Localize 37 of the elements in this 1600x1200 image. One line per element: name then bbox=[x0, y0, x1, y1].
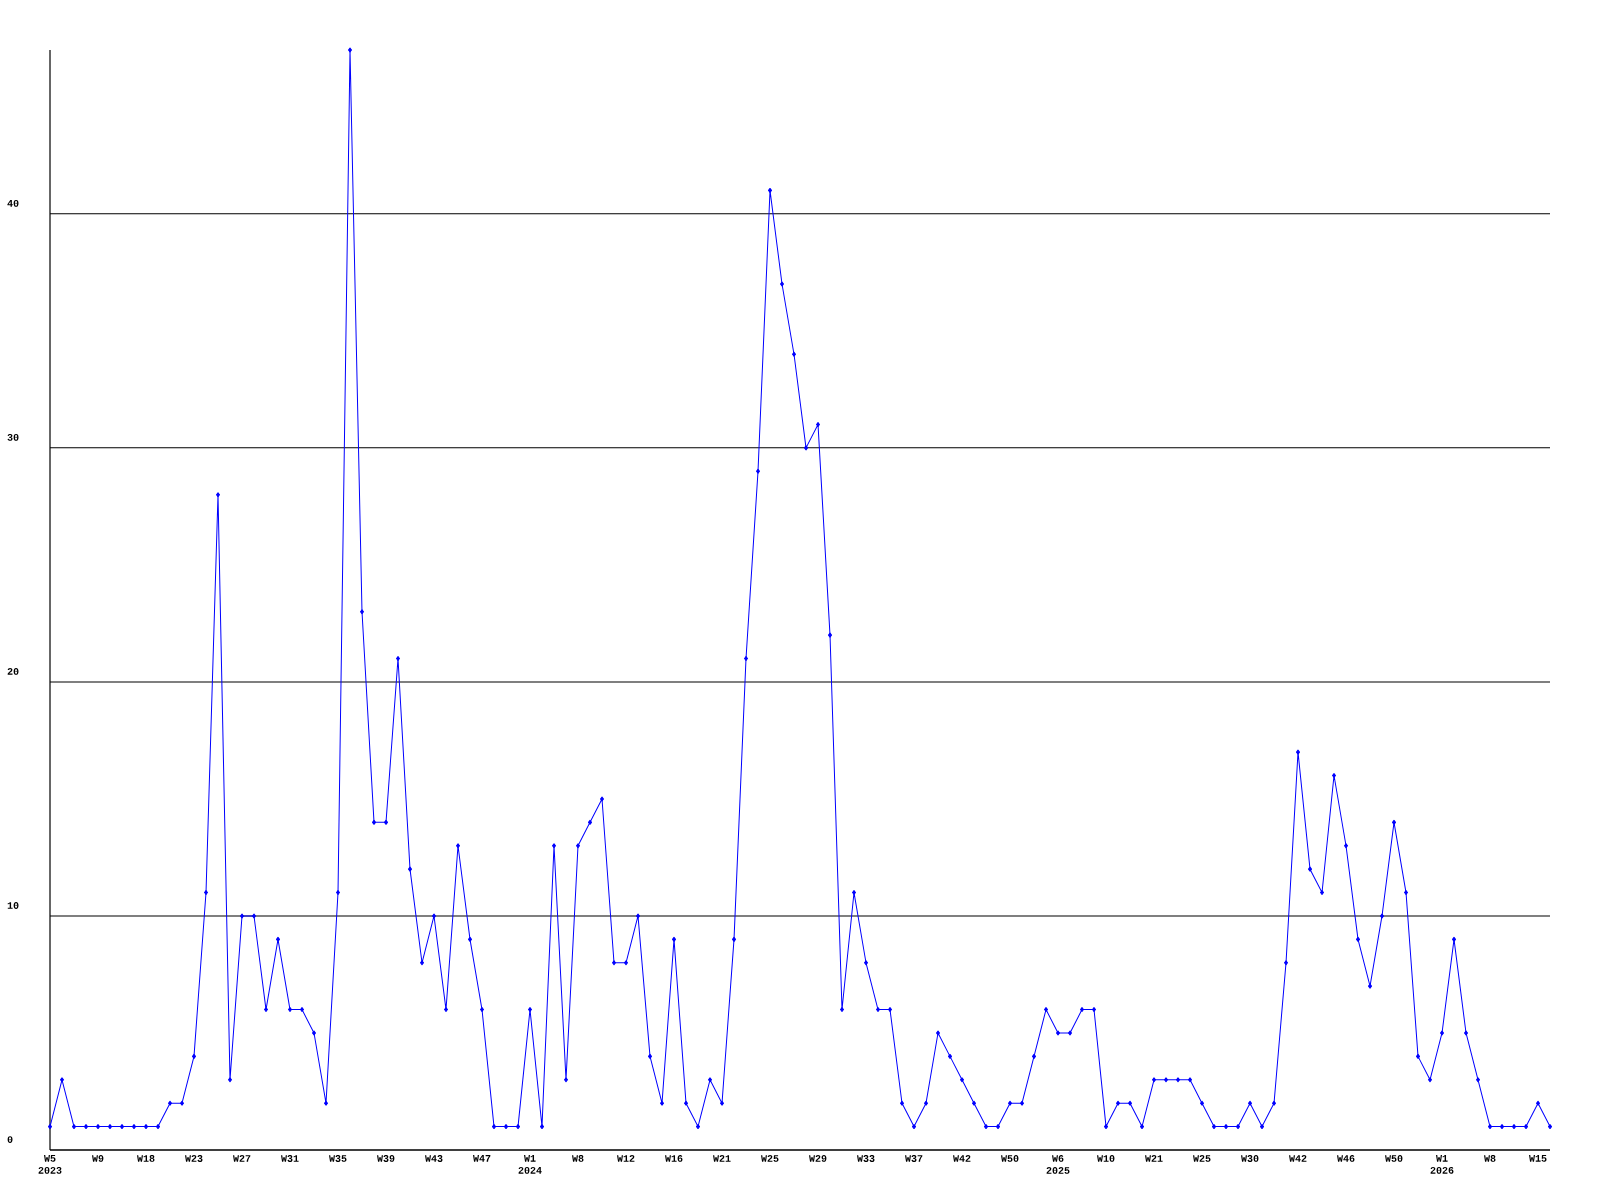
x-tick-label: W42 bbox=[1289, 1155, 1307, 1162]
x-tick-label: W25 bbox=[1193, 1155, 1211, 1162]
x-tick-label: W31 bbox=[281, 1155, 299, 1162]
x-tick-label: W23 bbox=[185, 1155, 203, 1162]
x-tick-label: W1 2024 bbox=[518, 1155, 542, 1174]
x-tick-label: W21 bbox=[713, 1155, 731, 1162]
x-tick-label: W8 bbox=[1484, 1155, 1496, 1162]
x-tick-label: W18 bbox=[137, 1155, 155, 1162]
x-tick-label: W43 bbox=[425, 1155, 443, 1162]
x-tick-label: W1 2026 bbox=[1430, 1155, 1454, 1174]
x-tick-label: W10 bbox=[1097, 1155, 1115, 1162]
x-tick-label: W21 bbox=[1145, 1155, 1163, 1162]
y-tick-label: 0 bbox=[7, 1136, 13, 1143]
x-tick-label: W33 bbox=[857, 1155, 875, 1162]
x-tick-label: W15 bbox=[1529, 1155, 1547, 1162]
x-tick-label: W47 bbox=[473, 1155, 491, 1162]
x-tick-label: W46 bbox=[1337, 1155, 1355, 1162]
y-tick-label: 10 bbox=[7, 902, 19, 909]
x-tick-label: W42 bbox=[953, 1155, 971, 1162]
x-tick-label: W6 2025 bbox=[1046, 1155, 1070, 1174]
x-tick-label: W5 2023 bbox=[38, 1155, 62, 1174]
x-tick-label: W25 bbox=[761, 1155, 779, 1162]
x-tick-label: W50 bbox=[1385, 1155, 1403, 1162]
x-tick-label: W39 bbox=[377, 1155, 395, 1162]
y-tick-label: 40 bbox=[7, 199, 19, 207]
x-tick-label: W37 bbox=[905, 1155, 923, 1162]
x-tick-label: W9 bbox=[92, 1155, 104, 1162]
x-tick-label: W30 bbox=[1241, 1155, 1259, 1162]
x-tick-label: W12 bbox=[617, 1155, 635, 1162]
x-tick-label: W27 bbox=[233, 1155, 251, 1162]
x-tick-label: W50 bbox=[1001, 1155, 1019, 1162]
y-tick-label: 30 bbox=[7, 434, 19, 441]
x-tick-label: W29 bbox=[809, 1155, 827, 1162]
x-tick-label: W35 bbox=[329, 1155, 347, 1162]
x-tick-label: W8 bbox=[572, 1155, 584, 1162]
x-tick-label: W16 bbox=[665, 1155, 683, 1162]
y-tick-label: 20 bbox=[7, 668, 19, 675]
